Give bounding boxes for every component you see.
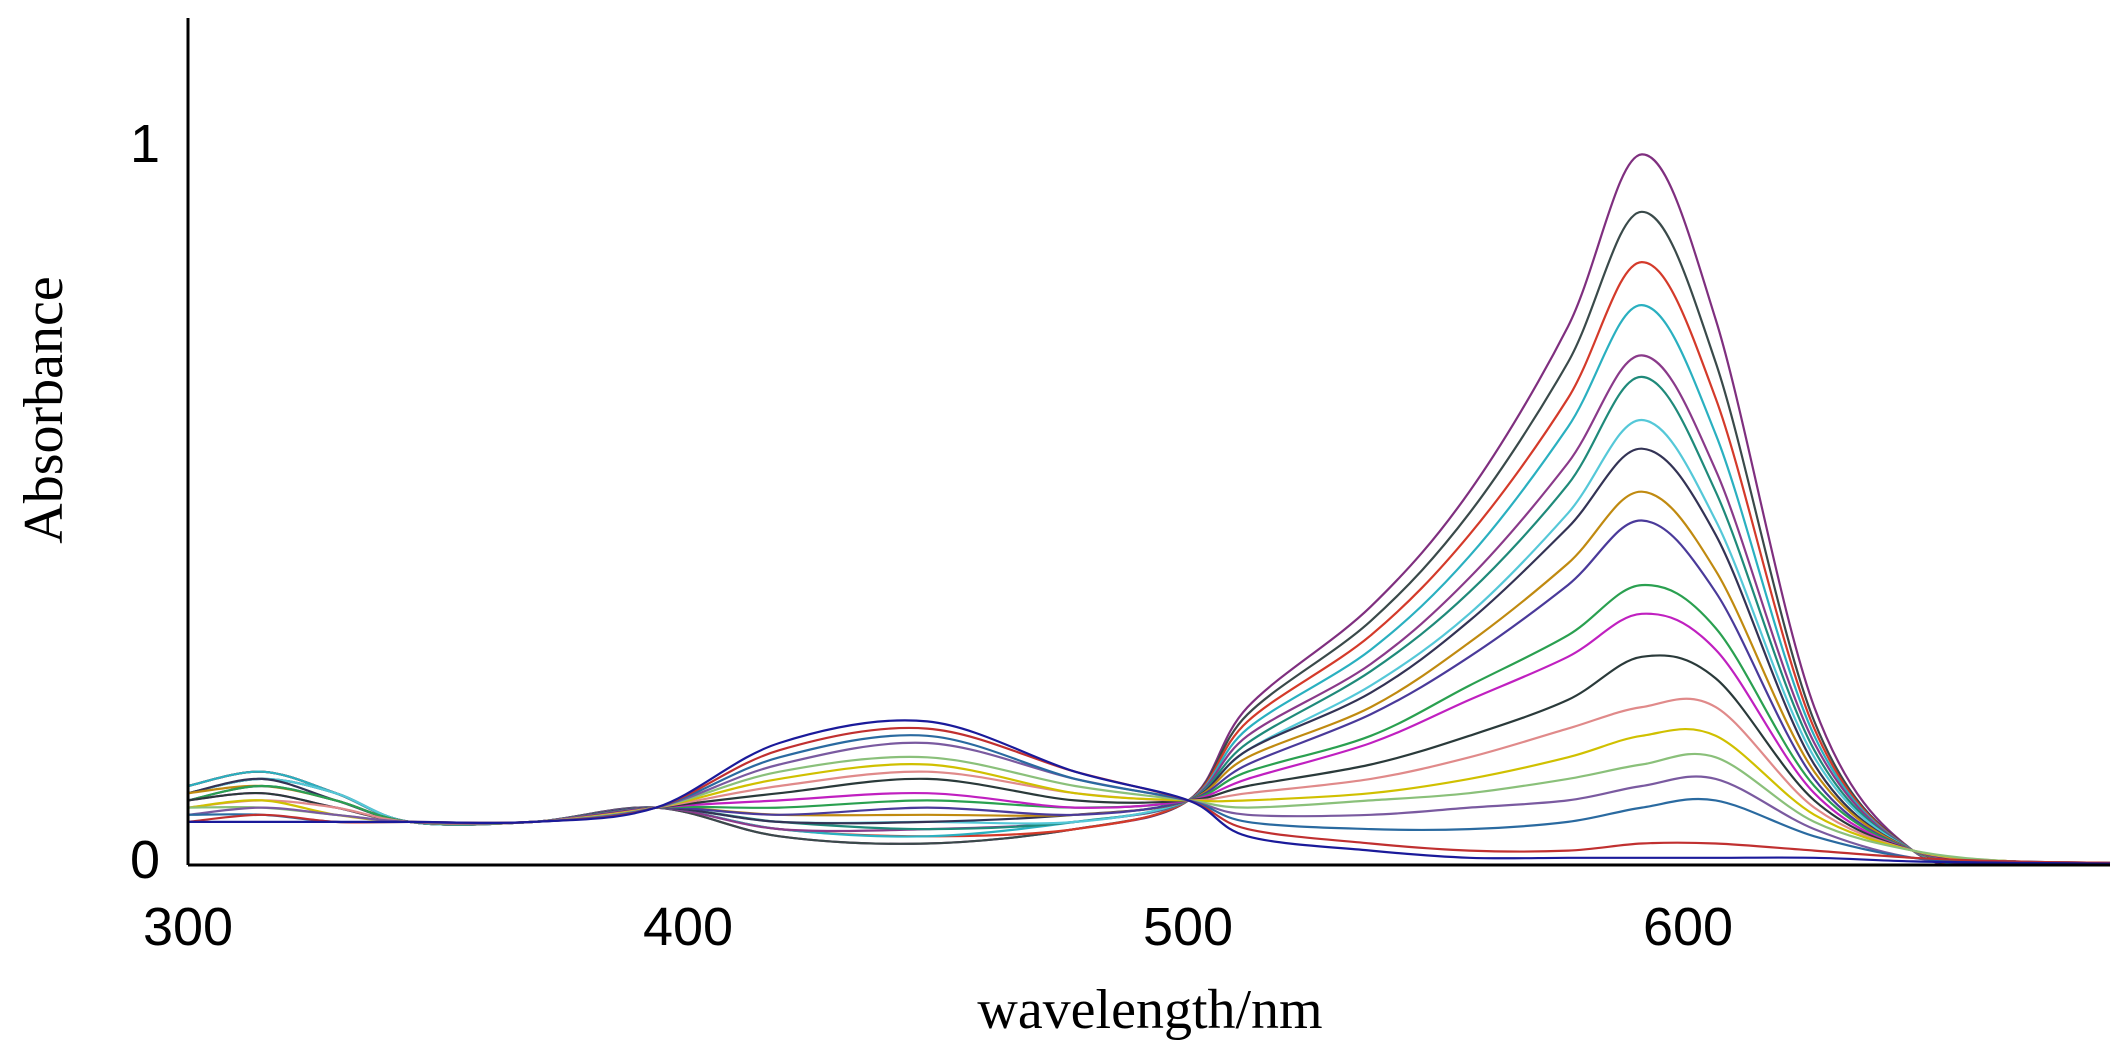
x-axis-title: wavelength/nm bbox=[977, 979, 1322, 1041]
spectrum-series-line-2 bbox=[187, 210, 2111, 866]
spectra-series-group bbox=[187, 153, 2111, 867]
spectrum-series-line-4 bbox=[187, 303, 2111, 865]
y-tick-label-1: 1 bbox=[130, 114, 160, 174]
x-tick-label-600: 600 bbox=[1643, 897, 1733, 957]
x-tick-label-300: 300 bbox=[143, 897, 233, 957]
y-axis-title: Absorbance bbox=[13, 276, 75, 543]
x-tick-label-400: 400 bbox=[643, 897, 733, 957]
x-tick-label-500: 500 bbox=[1143, 897, 1233, 957]
spectrum-series-line-20 bbox=[188, 719, 2111, 865]
y-tick-label-0: 0 bbox=[130, 830, 160, 890]
spectrum-series-line-3 bbox=[187, 260, 2111, 865]
